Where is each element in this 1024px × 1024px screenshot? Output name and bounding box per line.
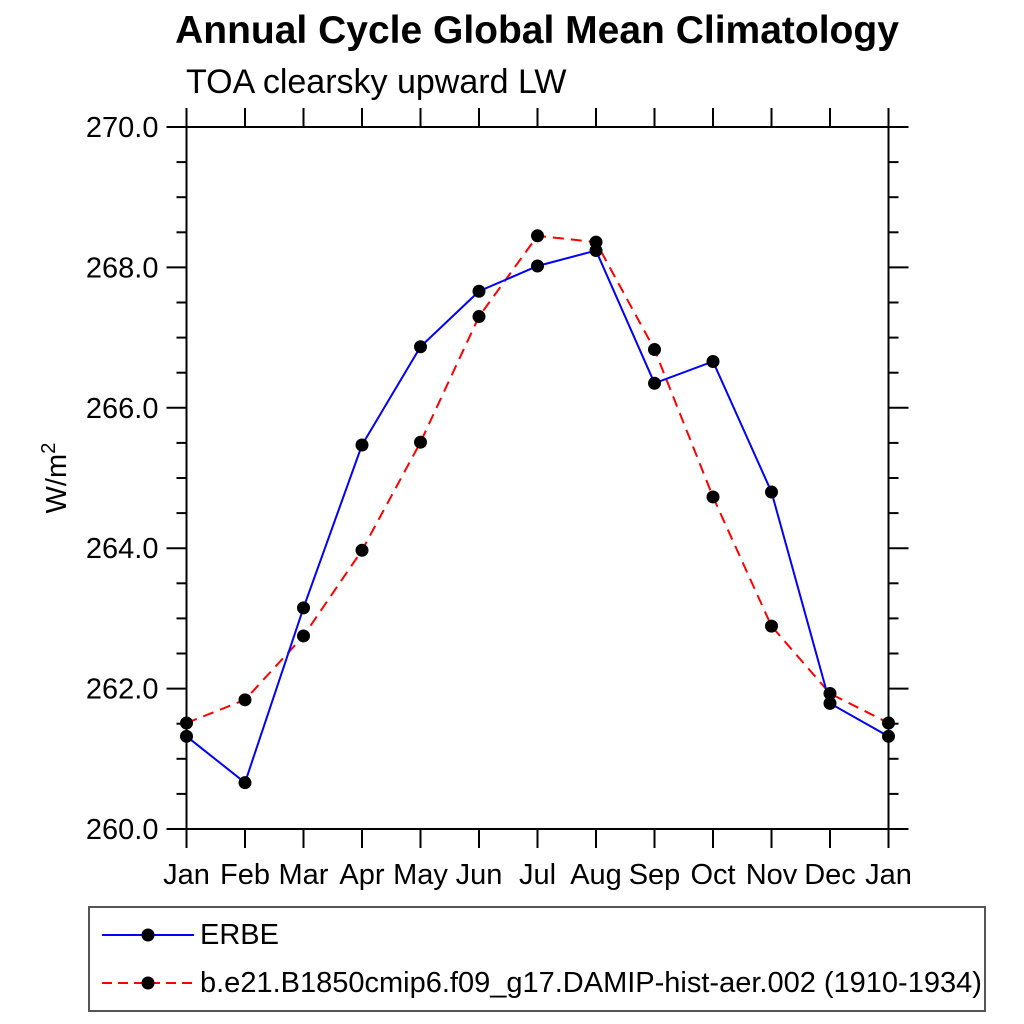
legend-marker-dot <box>141 928 155 942</box>
axes <box>166 108 909 848</box>
data-point <box>414 435 427 449</box>
series-line-erbe <box>185 249 889 785</box>
legend-marker-dot <box>141 976 155 990</box>
data-point <box>297 629 310 643</box>
data-point <box>706 490 720 504</box>
series-markers-model <box>180 229 895 730</box>
chart-title: Annual Cycle Global Mean Climatology <box>175 9 899 52</box>
legend-label-model: b.e21.B1850cmip6.f09_g17.DAMIP-hist-aer.… <box>200 966 982 999</box>
data-point <box>472 310 486 324</box>
x-tick-label: Mar <box>279 859 329 891</box>
y-tick-label: 270.0 <box>86 112 159 144</box>
x-tick-label: May <box>393 859 448 891</box>
chart-subtitle: TOA clearsky upward LW <box>186 63 567 101</box>
data-point <box>765 485 778 499</box>
x-tick-label: Oct <box>690 859 735 891</box>
legend-box: ERBE b.e21.B1850cmip6.f09_g17.DAMIP-hist… <box>88 906 986 1012</box>
x-tick-label: Aug <box>570 859 622 891</box>
data-point <box>180 729 193 743</box>
x-tick-label: Jan <box>865 859 912 891</box>
axis-labels: 260.0 262.0 264.0 266.0 268.0 270.0 Jan Feb Mar A… <box>86 112 912 891</box>
data-point <box>706 354 720 368</box>
x-tick-label: Sep <box>629 859 681 891</box>
x-tick-label: Jun <box>456 859 503 891</box>
data-point <box>531 229 544 243</box>
x-tick-label: Apr <box>339 859 384 891</box>
data-point <box>355 543 369 557</box>
x-tick-label: Feb <box>220 859 270 891</box>
x-tick-label: Jan <box>163 859 210 891</box>
legend-item-erbe: ERBE <box>100 913 984 957</box>
legend-sample-model <box>102 976 194 990</box>
data-point <box>238 776 252 790</box>
data-point <box>238 693 252 707</box>
data-point <box>531 259 544 273</box>
series-line-model <box>186 234 889 724</box>
data-point <box>589 235 603 249</box>
y-tick-label: 262.0 <box>86 674 159 706</box>
data-point <box>823 687 837 701</box>
legend-item-model: b.e21.B1850cmip6.f09_g17.DAMIP-hist-aer.… <box>100 961 984 1005</box>
y-tick-label: 268.0 <box>86 252 159 284</box>
x-tick-label: Dec <box>804 859 856 891</box>
y-tick-label: 260.0 <box>86 814 159 846</box>
data-point <box>180 716 193 730</box>
data-point <box>882 716 895 730</box>
legend-sample-erbe <box>102 928 194 942</box>
data-point <box>355 438 369 452</box>
y-tick-label: 264.0 <box>86 533 159 565</box>
data-point <box>472 284 486 298</box>
data-point <box>823 696 837 710</box>
data-point <box>882 729 895 743</box>
legend-label-erbe: ERBE <box>200 918 279 951</box>
y-tick-label: 266.0 <box>86 393 159 425</box>
x-tick-label: Jul <box>519 859 556 891</box>
data-point <box>414 340 427 354</box>
data-point <box>297 601 310 615</box>
series-markers-erbe <box>180 244 895 790</box>
data-point <box>648 343 661 357</box>
data-point <box>648 376 661 390</box>
data-point <box>765 619 778 633</box>
x-tick-label: Nov <box>746 859 798 891</box>
